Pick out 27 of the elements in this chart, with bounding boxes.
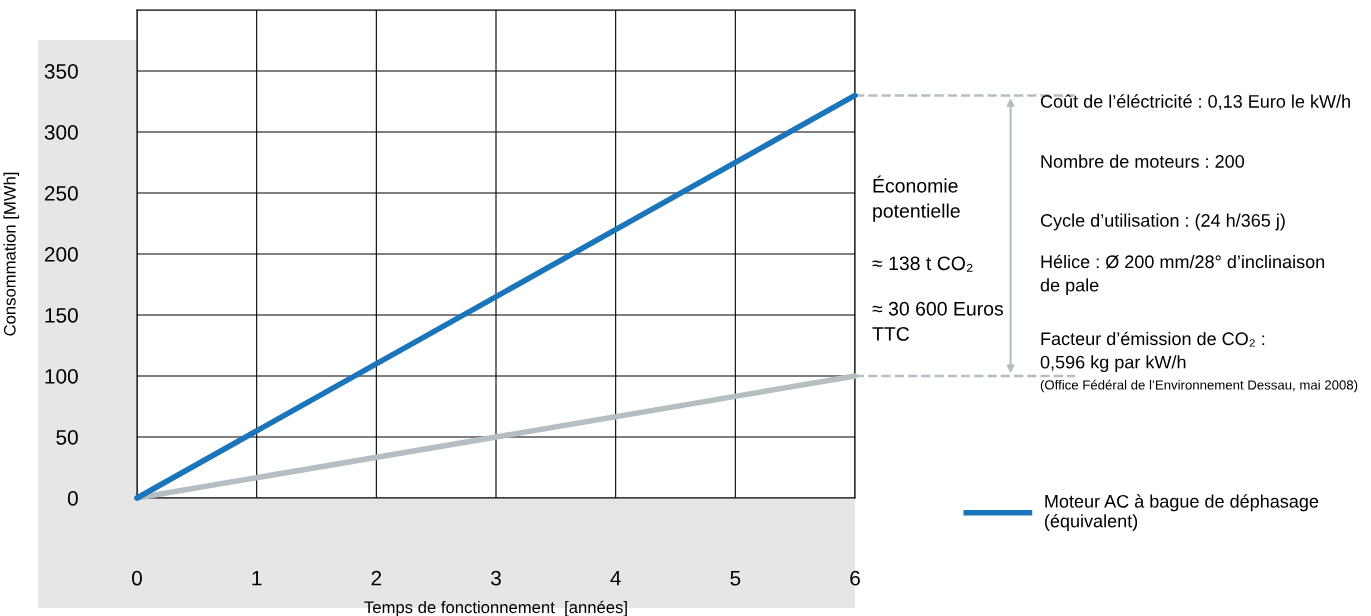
text: Coût de l’éléctricité : 0,13 Euro le kW/h <box>1040 94 1350 110</box>
y-tick-label: 300 <box>44 125 78 140</box>
x-axis-title: Temps de fonctionnement [années] <box>364 600 627 616</box>
y-tick-label: 50 <box>56 430 78 445</box>
x-tick-label: 0 <box>132 570 142 586</box>
x-tick-label: 6 <box>850 570 860 586</box>
x-tick-label: 3 <box>491 570 501 586</box>
x-tick-label: 5 <box>730 570 741 586</box>
legend-label: Moteur AC à bague de déphasage (équivalent) <box>1045 494 1319 531</box>
text: ≈ 138 t CO₂ <box>872 256 973 272</box>
y-tick-label: 350 <box>44 64 78 79</box>
text: Nombre de moteurs : 200 <box>1041 154 1245 168</box>
x-tick-label: 2 <box>371 570 382 586</box>
x-tick-label: 1 <box>252 570 262 586</box>
text: Économie potentielle <box>873 175 960 222</box>
y-axis-title: Consommation [MWh] <box>3 172 19 336</box>
text: Facteur d’émission de CO₂ : 0,596 kg par kW/h <box>1040 331 1265 373</box>
y-tick-label: 150 <box>45 308 78 323</box>
text: Hélice : Ø 200 mm/28° d’inclinaison de pale <box>1040 254 1325 296</box>
text: Cycle d’utilisation : (24 h/365 j) <box>1040 213 1285 231</box>
x-tick-label: 4 <box>610 570 621 586</box>
y-tick-label: 250 <box>44 186 78 201</box>
text: ≈ 30 600 Euros TTC <box>872 301 1004 341</box>
text: (Office Fédéral de l’Environnement Dessau, mai 2008) <box>1040 379 1358 393</box>
y-tick-label: 100 <box>45 369 78 384</box>
y-tick-label: 0 <box>67 491 78 506</box>
y-tick-label: 200 <box>44 247 78 262</box>
